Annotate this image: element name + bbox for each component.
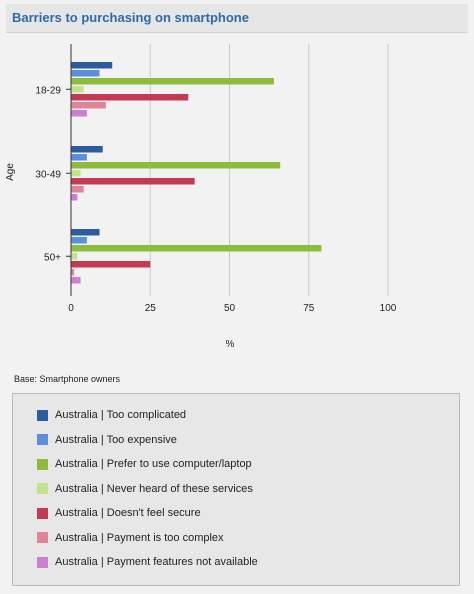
y-tick-label-50+: 50+	[44, 252, 61, 263]
bar-30-49-3	[71, 162, 281, 169]
legend-label: Australia | Never heard of these service…	[55, 482, 253, 495]
legend-swatch	[37, 556, 48, 568]
legend-swatch	[37, 483, 48, 494]
bar-18-29-4	[71, 86, 84, 93]
chart-title-bar: Barriers to purchasing on smartphone	[6, 4, 468, 33]
bar-30-49-5	[71, 178, 195, 185]
legend-item: Australia | Too expensive	[37, 433, 177, 447]
bar-50+-1	[71, 229, 100, 236]
legend-label: Australia | Payment features not availab…	[55, 556, 258, 568]
legend-swatch	[37, 458, 48, 470]
legend-label: Australia | Too complicated	[55, 409, 187, 421]
legend-swatch	[37, 409, 48, 421]
legend-label: Australia | Payment is too complex	[55, 531, 224, 544]
bar-18-29-7	[71, 110, 87, 117]
legend-swatch	[37, 507, 48, 519]
legend-item: Australia | Never heard of these service…	[37, 482, 253, 496]
legend-item: Australia | Too complicated	[37, 408, 186, 422]
bar-30-49-1	[71, 146, 103, 153]
legend-label: Australia | Prefer to use computer/lapto…	[55, 458, 252, 470]
bar-18-29-2	[71, 70, 100, 77]
legend-swatch	[37, 434, 48, 445]
x-tick-label-75: 75	[303, 303, 315, 314]
chart-title: Barriers to purchasing on smartphone	[12, 10, 249, 25]
legend-item: Australia | Payment features not availab…	[37, 555, 258, 569]
y-tick-label-18-29: 18-29	[35, 85, 61, 96]
y-axis-label: Age	[5, 163, 16, 181]
legend-item: Australia | Payment is too complex	[37, 531, 224, 545]
legend-item: Australia | Prefer to use computer/lapto…	[37, 457, 252, 471]
base-note: Base: Smartphone owners	[14, 374, 121, 384]
bar-50+-6	[71, 269, 75, 276]
bar-50+-4	[71, 253, 78, 260]
bar-50+-2	[71, 237, 87, 244]
x-tick-label-50: 50	[224, 303, 236, 314]
bar-18-29-1	[71, 62, 113, 69]
x-tick-label-25: 25	[145, 303, 157, 314]
bar-18-29-6	[71, 102, 106, 109]
bar-30-49-2	[71, 154, 87, 161]
x-tick-label-0: 0	[68, 303, 74, 314]
bar-30-49-4	[71, 170, 81, 177]
bar-50+-7	[71, 277, 81, 284]
legend-label: Australia | Doesn't feel secure	[55, 507, 201, 519]
bar-30-49-7	[71, 194, 78, 201]
legend-item: Australia | Doesn't feel secure	[37, 506, 201, 520]
bar-50+-3	[71, 245, 322, 252]
legend-label: Australia | Too expensive	[55, 433, 177, 446]
bar-18-29-3	[71, 78, 274, 85]
bar-chart: 0 25 50 75 100% Age 18-29 30-49 50+	[5, 44, 397, 350]
x-axis-label: %	[226, 339, 235, 350]
y-tick-label-30-49: 30-49	[35, 169, 61, 180]
x-tick-label-100: 100	[380, 303, 397, 314]
bar-50+-5	[71, 261, 151, 268]
legend-swatch	[37, 532, 48, 543]
bar-18-29-5	[71, 94, 189, 101]
bar-30-49-6	[71, 186, 84, 193]
chart-legend: Australia | Too complicated Australia | T…	[12, 393, 460, 586]
